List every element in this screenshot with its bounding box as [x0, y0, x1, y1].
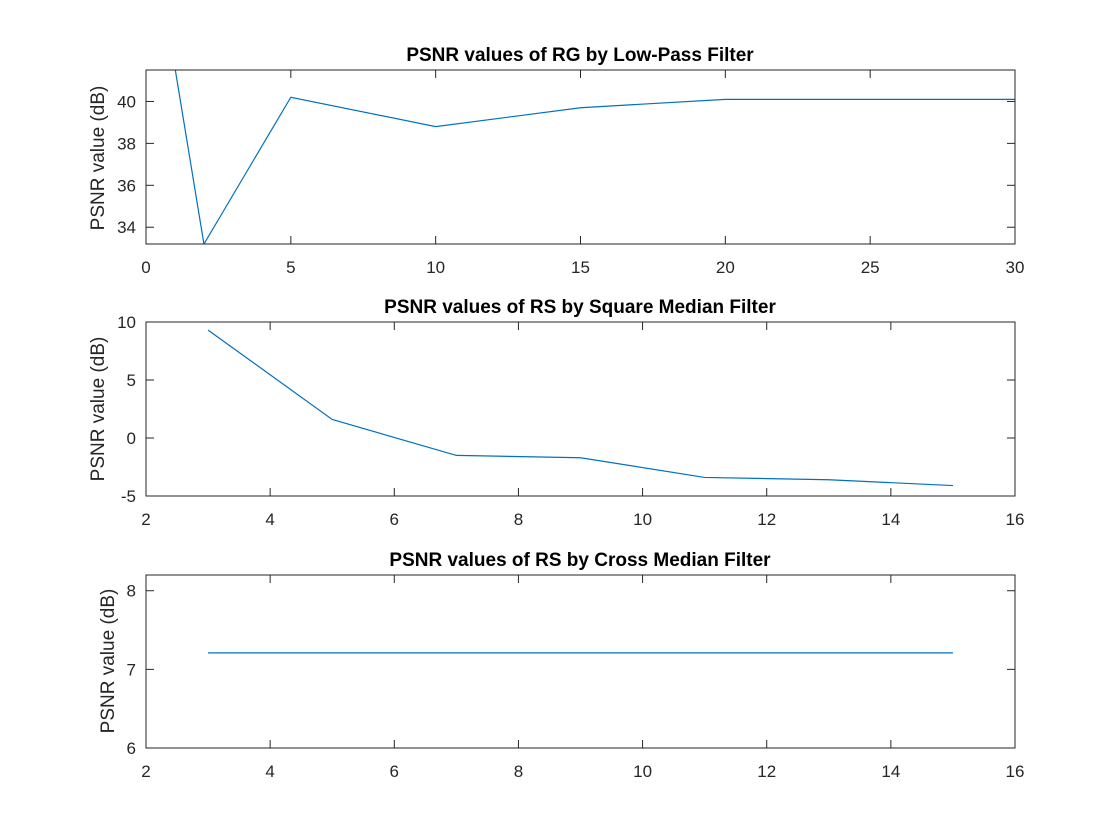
x-tick-label: 5 [286, 258, 295, 277]
x-tick-label: 2 [141, 510, 150, 529]
subplot-cross-median: PSNR values of RS by Cross Median Filter… [98, 550, 1024, 781]
x-tick-label: 14 [881, 762, 900, 781]
y-tick-label: 8 [127, 582, 136, 601]
y-tick-label: 0 [127, 429, 136, 448]
y-tick-label: 38 [117, 134, 136, 153]
x-tick-label: 4 [265, 510, 274, 529]
x-tick-label: 10 [426, 258, 445, 277]
x-tick-label: 6 [390, 762, 399, 781]
y-tick-label: 34 [117, 218, 136, 237]
x-tick-label: 16 [1006, 510, 1025, 529]
x-tick-label: 2 [141, 762, 150, 781]
x-tick-label: 6 [390, 510, 399, 529]
y-tick-label: 7 [127, 660, 136, 679]
chart-title: PSNR values of RS by Cross Median Filter [389, 550, 771, 571]
y-tick-label: 40 [117, 92, 136, 111]
x-tick-label: 10 [633, 510, 652, 529]
y-tick-label: 6 [127, 739, 136, 758]
x-tick-label: 12 [757, 762, 776, 781]
y-axis-label: PSNR value (dB) [98, 589, 119, 734]
x-tick-label: 4 [265, 762, 274, 781]
y-tick-label: -5 [121, 487, 136, 506]
y-axis-label: PSNR value (dB) [88, 337, 109, 482]
x-tick-label: 15 [571, 258, 590, 277]
axes-box [145, 321, 1016, 497]
y-axis-label: PSNR value (dB) [88, 86, 109, 231]
subplot-square-median: PSNR values of RS by Square Median Filte… [88, 297, 1024, 529]
x-tick-label: 0 [141, 258, 150, 277]
x-tick-label: 16 [1006, 762, 1025, 781]
y-tick-label: 36 [117, 176, 136, 195]
x-tick-label: 14 [881, 510, 900, 529]
x-tick-label: 10 [633, 762, 652, 781]
x-tick-label: 30 [1006, 258, 1025, 277]
axes-box [145, 574, 1016, 749]
series-line [174, 70, 1015, 244]
subplot-lowpass: PSNR values of RG by Low-Pass Filter PSN… [88, 45, 1024, 277]
chart-title: PSNR values of RS by Square Median Filte… [384, 297, 776, 318]
x-tick-label: 20 [716, 258, 735, 277]
chart-title: PSNR values of RG by Low-Pass Filter [406, 45, 754, 66]
x-tick-label: 8 [514, 762, 523, 781]
x-tick-label: 8 [514, 510, 523, 529]
y-tick-label: 10 [117, 313, 136, 332]
x-tick-label: 25 [861, 258, 880, 277]
series-line [207, 329, 953, 487]
x-tick-label: 12 [757, 510, 776, 529]
y-tick-label: 5 [127, 371, 136, 390]
